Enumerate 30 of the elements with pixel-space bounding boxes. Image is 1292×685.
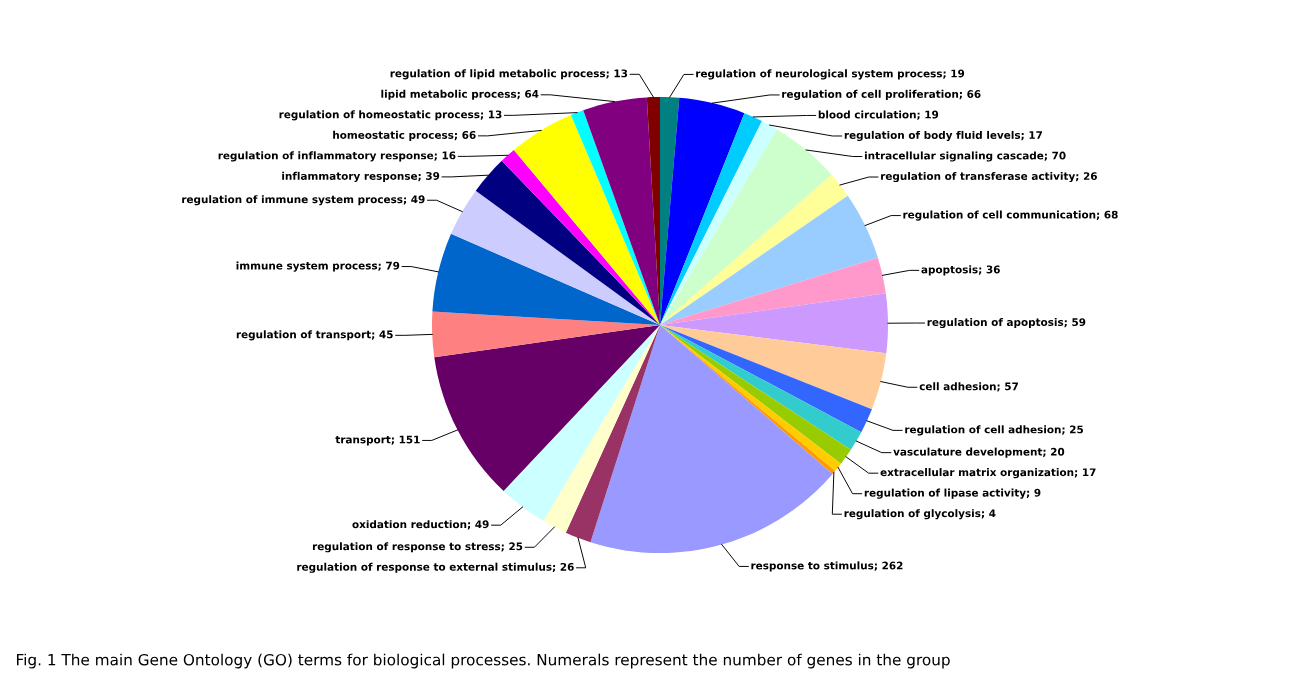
slice-label: lipid metabolic process; 64 xyxy=(381,89,539,100)
slice-label: transport; 151 xyxy=(335,435,420,446)
slice-label: immune system process; 79 xyxy=(236,261,400,272)
slice-label: regulation of cell adhesion; 25 xyxy=(905,425,1083,436)
slice-label: regulation of inflammatory response; 16 xyxy=(218,151,456,162)
slice-label: regulation of cell communication; 68 xyxy=(903,210,1118,221)
slice-label: regulation of neurological system process; 19 xyxy=(696,69,965,80)
slice-label: homeostatic process; 66 xyxy=(333,130,476,141)
slice-label: apoptosis; 36 xyxy=(921,265,1000,276)
slice-label: extracellular matrix organization; 17 xyxy=(880,468,1096,479)
slice-label: vasculature development; 20 xyxy=(893,447,1065,458)
slice-label: regulation of cell proliferation; 66 xyxy=(782,89,981,101)
slice-label: regulation of body fluid levels; 17 xyxy=(844,130,1043,142)
slice-label: regulation of response to external stimulus; 26 xyxy=(297,562,574,573)
slice-label: regulation of homeostatic process; 13 xyxy=(279,110,502,121)
slice-label: intracellular signaling cascade; 70 xyxy=(864,151,1066,162)
slice-label: response to stimulus; 262 xyxy=(751,561,903,572)
caption: Fig. 1 The main Gene Ontology (GO) terms for biological processes. Numerals represent the number of genes in the group xyxy=(17,653,950,669)
slice-label: regulation of response to stress; 25 xyxy=(312,542,523,553)
slice-label: regulation of transport; 45 xyxy=(236,330,393,341)
slice-label: inflammatory response; 39 xyxy=(282,171,440,182)
slice-label: regulation of transferase activity; 26 xyxy=(881,171,1097,183)
slice-label: cell adhesion; 57 xyxy=(919,382,1018,392)
slice-label: regulation of immune system process; 49 xyxy=(182,195,425,206)
slice-label: blood circulation; 19 xyxy=(818,110,939,120)
slice-label: regulation of lipase activity; 9 xyxy=(864,488,1041,499)
slice-label: regulation of glycolysis; 4 xyxy=(844,509,996,520)
slice-label: regulation of apoptosis; 59 xyxy=(927,317,1086,329)
slice-label: regulation of lipid metabolic process; 13 xyxy=(390,69,628,80)
slice-label: oxidation reduction; 49 xyxy=(352,520,489,530)
